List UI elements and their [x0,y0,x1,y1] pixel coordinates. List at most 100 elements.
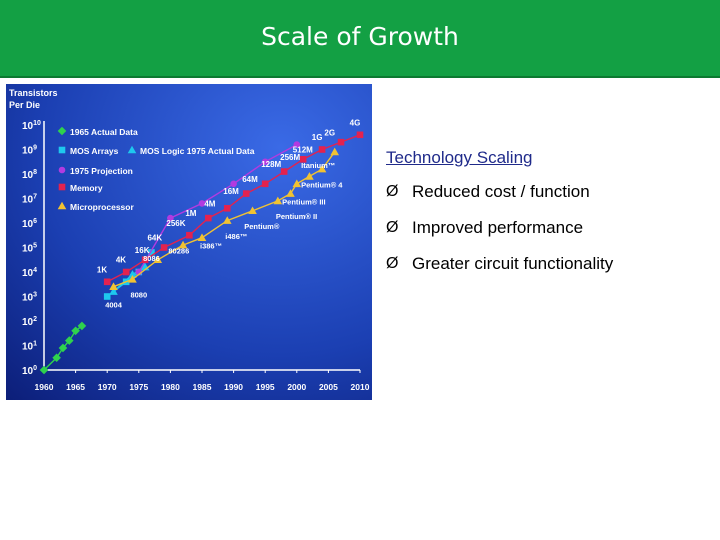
x-tick-label: 2005 [319,382,338,392]
bullet-reduced-cost: Ø Reduced cost / function [386,180,706,204]
arrow-bullet-icon: Ø [386,183,399,200]
data-point [330,147,340,156]
memory-annotation: 128M [261,160,281,169]
y-tick-base: 10 [22,219,34,230]
data-point [71,326,80,336]
memory-annotation: 4G [350,118,361,127]
y-tick-base: 10 [22,121,34,132]
data-point [337,138,345,146]
data-point [52,353,61,363]
bullet-greater-functionality: Ø Greater circuit functionality [386,252,706,276]
data-point [261,180,269,188]
x-tick-label: 2000 [287,382,306,392]
data-point [286,189,295,197]
processor-annotation: i486™ [225,232,247,241]
x-tick-label: 1965 [66,382,85,392]
memory-annotation: 512M [293,145,313,154]
y-tick-base: 10 [22,317,34,328]
processor-annotation: i386™ [200,242,222,251]
data-point [77,321,87,331]
transistor-growth-chart: Transistors Per Die 1960 1965 1970 1975 1980 1… [6,84,372,400]
legend-label: 1975 Projection [70,166,133,176]
processor-annotation: 8086 [143,254,160,263]
memory-annotation: 256K [166,219,185,228]
x-tick-label: 1960 [35,382,54,392]
y-axis-label: Transistors Per Die [9,88,58,110]
processor-annotation: Pentium® 4 [301,180,343,189]
memory-annotation: 16K [135,246,150,255]
memory-annotation: 4K [116,256,126,265]
legend-marker [57,201,67,210]
legend-marker [127,145,137,154]
data-point [318,146,326,153]
memory-annotation: 4M [204,199,215,208]
y-tick-label: 100 [22,365,37,377]
technology-scaling-panel: Technology Scaling Ø Reduced cost / func… [386,148,706,288]
y-tick-base: 10 [22,268,34,279]
data-point [167,214,174,222]
data-point [222,216,232,224]
y-axis-label-line: Per Die [9,100,40,110]
data-point [292,179,302,188]
data-point [293,141,301,148]
x-tick-label: 1995 [256,382,275,392]
data-point [242,190,250,197]
chart-background [6,84,372,400]
data-point [160,244,168,251]
y-tick-label: 106 [22,218,37,230]
x-tick-label: 1975 [129,382,148,392]
bullet-text: Reduced cost / function [412,182,590,201]
memory-annotation: 16M [223,187,239,196]
data-point [305,172,314,180]
y-tick-base: 10 [22,342,34,353]
technology-scaling-heading: Technology Scaling [386,148,533,167]
legend-marker [58,183,66,191]
data-point [39,365,49,375]
y-tick-label: 108 [22,169,37,181]
data-point [64,336,74,345]
data-point [153,255,163,264]
x-tick-label: 1985 [193,382,212,392]
bullet-text: Improved performance [412,218,584,237]
y-tick-exponent: 6 [33,218,37,225]
y-tick-exponent: 4 [33,267,37,274]
data-point [128,270,137,278]
y-tick-base: 10 [22,244,34,255]
data-point [273,196,283,205]
data-point [141,256,149,264]
y-tick-base: 10 [22,366,34,377]
page-title: Scale of Growth [261,22,459,51]
legend-marker [58,166,66,174]
data-point [317,164,327,173]
arrow-bullet-icon: Ø [386,255,399,272]
series-line [138,143,298,273]
processor-annotation: 80286 [168,247,189,256]
data-point [58,343,68,353]
memory-annotation: 64K [147,234,162,243]
memory-annotation: 64M [242,175,258,184]
bullet-improved-performance: Ø Improved performance [386,216,706,240]
memory-annotation: 256M [280,153,300,162]
slide-header: Scale of Growth [0,0,720,78]
processor-annotation: Pentium® [244,222,280,231]
data-point [261,158,269,166]
legend-label: 1965 Actual Data [70,127,138,137]
y-tick-label: 109 [22,145,37,157]
arrow-bullet-icon: Ø [386,219,399,236]
data-point [148,249,155,256]
y-tick-label: 101 [22,341,37,353]
x-tick-label: 1990 [224,382,243,392]
legend-label: Microprocessor [70,202,134,212]
legend-label: Memory [70,183,103,193]
y-tick-label: 103 [22,292,37,304]
data-point [299,156,307,163]
legend-marker [57,126,67,136]
data-point [103,293,111,300]
memory-annotation: 1M [185,209,196,218]
y-tick-exponent: 10 [33,120,41,127]
data-point [122,268,130,276]
data-point [205,214,212,222]
y-tick-exponent: 1 [33,341,37,348]
y-tick-label: 107 [22,194,37,206]
